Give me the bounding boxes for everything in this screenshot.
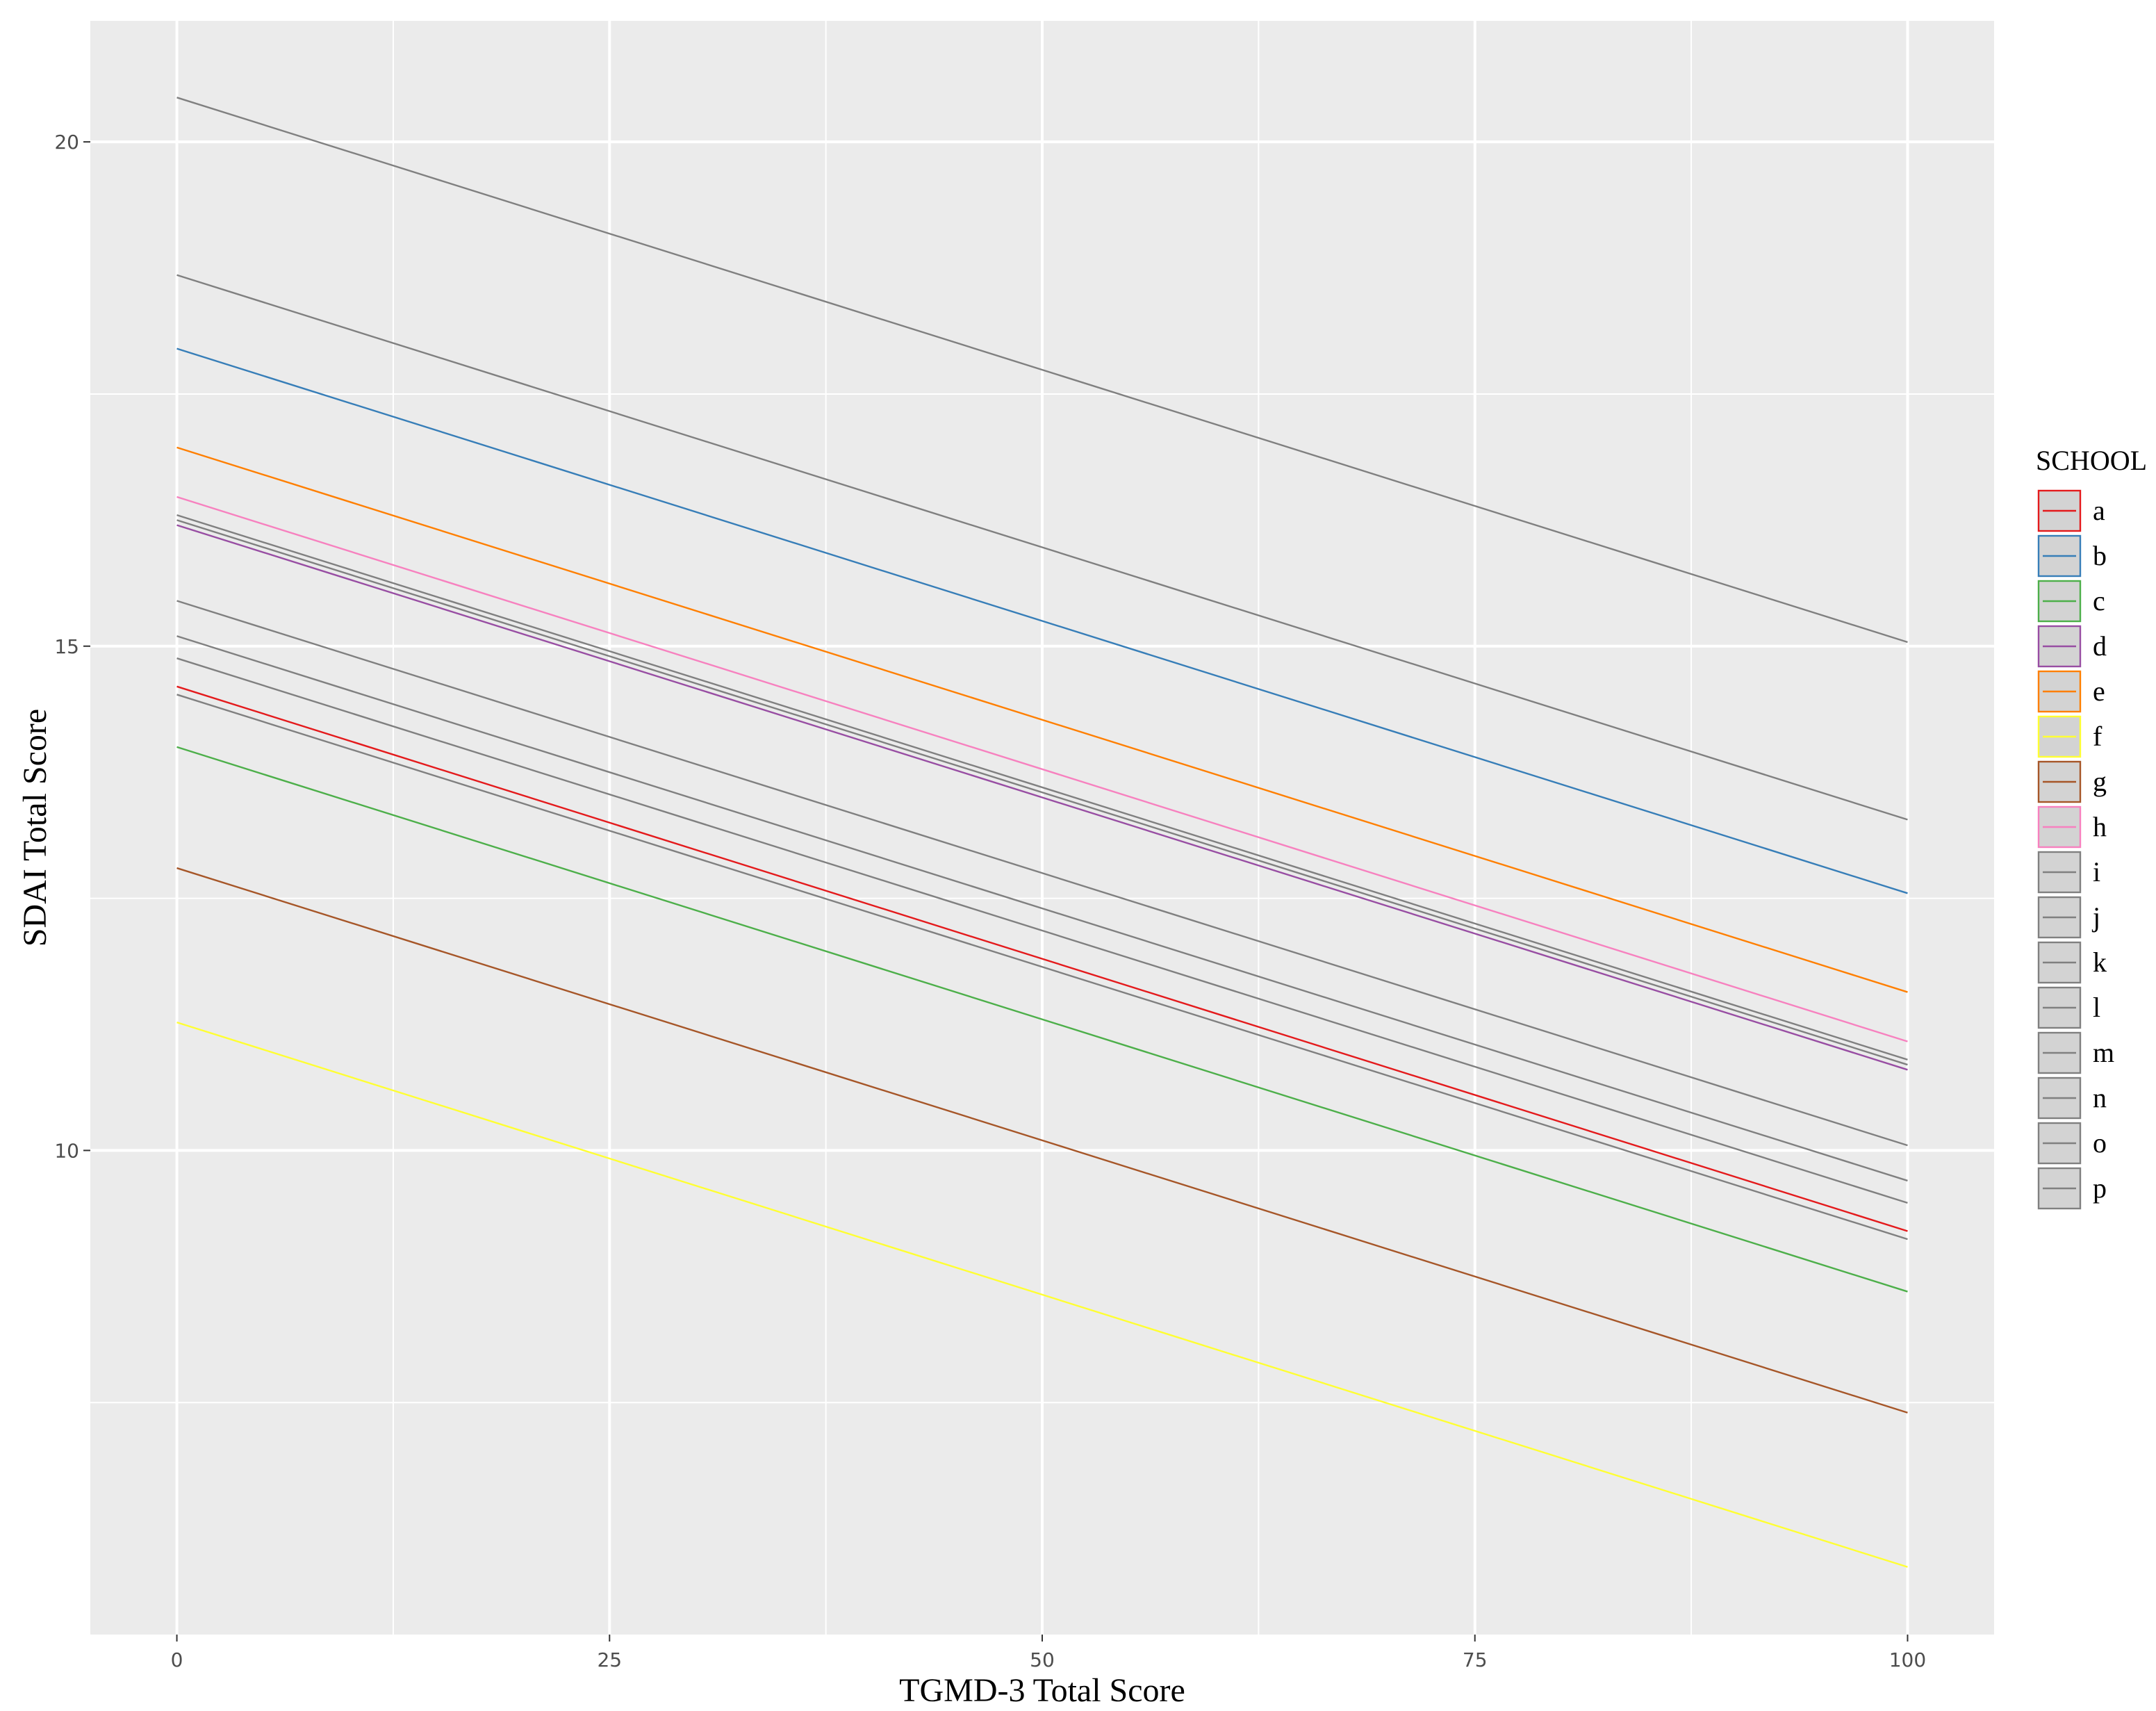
legend-item-c: c xyxy=(2037,580,2105,623)
legend-item-e: e xyxy=(2037,670,2105,713)
x-tick-label: 100 xyxy=(1889,1648,1926,1671)
series-lines xyxy=(176,97,1908,1568)
series-line-a xyxy=(176,685,1908,1232)
series-line-k xyxy=(176,514,1908,1061)
legend-label-b: b xyxy=(2093,540,2107,571)
series-line-d xyxy=(176,524,1908,1071)
legend-item-h: h xyxy=(2037,805,2107,849)
legend-label-l: l xyxy=(2093,992,2100,1023)
series-line-i xyxy=(176,97,1908,644)
legend-item-f: f xyxy=(2037,715,2102,758)
legend-item-b: b xyxy=(2037,534,2107,578)
legend-item-n: n xyxy=(2037,1076,2107,1120)
legend-label-c: c xyxy=(2093,585,2105,616)
legend-item-m: m xyxy=(2037,1031,2114,1074)
axis-ticks: 0 25 50 75 100 10 15 20 xyxy=(54,131,1926,1671)
legend-item-g: g xyxy=(2037,760,2107,803)
legend-item-d: d xyxy=(2037,625,2107,668)
grid-lines xyxy=(90,21,1994,1635)
y-tick-label: 15 xyxy=(54,635,79,658)
legend-label-h: h xyxy=(2093,811,2107,842)
legend-item-i: i xyxy=(2037,851,2100,894)
legend-label-k: k xyxy=(2093,947,2107,978)
series-line-n xyxy=(176,635,1908,1182)
legend-item-a: a xyxy=(2037,489,2105,532)
legend-label-p: p xyxy=(2093,1172,2107,1204)
series-line-f xyxy=(176,1021,1908,1568)
series-line-h xyxy=(176,496,1908,1042)
legend-label-g: g xyxy=(2093,766,2107,797)
legend-label-e: e xyxy=(2093,676,2105,707)
series-line-e xyxy=(176,446,1908,993)
series-line-c xyxy=(176,746,1908,1293)
y-tick-label: 20 xyxy=(54,131,79,154)
legend-item-l: l xyxy=(2037,986,2100,1029)
series-line-p xyxy=(176,694,1908,1241)
series-line-j xyxy=(176,274,1908,821)
x-tick-label: 75 xyxy=(1463,1648,1488,1671)
legend-item-o: o xyxy=(2037,1122,2107,1165)
series-line-l xyxy=(176,519,1908,1066)
legend-label-d: d xyxy=(2093,630,2107,662)
x-tick-label: 25 xyxy=(597,1648,622,1671)
legend-label-a: a xyxy=(2093,495,2105,526)
y-axis-title: SDAI Total Score xyxy=(17,709,54,947)
legend-label-j: j xyxy=(2091,901,2100,933)
legend-item-j: j xyxy=(2037,896,2100,939)
series-line-o xyxy=(176,657,1908,1204)
legend-label-f: f xyxy=(2093,721,2102,752)
legend-item-k: k xyxy=(2037,941,2107,984)
legend-label-m: m xyxy=(2093,1037,2114,1068)
legend-label-i: i xyxy=(2093,856,2100,887)
x-tick-label: 50 xyxy=(1030,1648,1055,1671)
x-axis-title: TGMD-3 Total Score xyxy=(899,1672,1185,1709)
series-line-b xyxy=(176,347,1908,894)
y-tick-label: 10 xyxy=(54,1139,79,1162)
legend-label-o: o xyxy=(2093,1127,2107,1159)
legend-item-p: p xyxy=(2037,1167,2107,1210)
x-tick-label: 0 xyxy=(171,1648,183,1671)
legend-label-n: n xyxy=(2093,1082,2107,1113)
series-line-m xyxy=(176,600,1908,1147)
series-line-g xyxy=(176,867,1908,1414)
legend-title: SCHOOL xyxy=(2036,445,2147,476)
